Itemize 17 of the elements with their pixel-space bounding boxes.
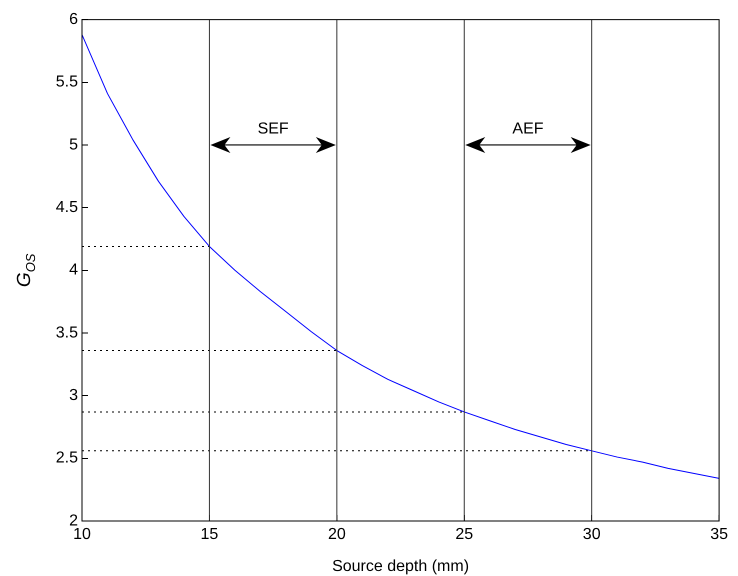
x-tick-label: 25 <box>455 526 474 544</box>
y-tick-label: 2.5 <box>56 450 78 467</box>
x-tick-label: 20 <box>328 526 346 544</box>
y-tick-label: 4.5 <box>56 199 78 216</box>
x-tick-label: 35 <box>710 526 728 544</box>
annotation: AEF <box>512 120 544 138</box>
x-axis-title: Source depth (mm) <box>332 558 470 575</box>
y-tick-label: 5 <box>69 136 78 154</box>
y-tick-label: 3.5 <box>56 324 78 342</box>
annotation: SEF <box>258 120 289 138</box>
x-tick-label: 30 <box>582 526 601 544</box>
y-tick-label: 4 <box>69 262 78 279</box>
y-tick-label: 3 <box>69 387 78 404</box>
y-axis-title: GOS <box>14 253 38 288</box>
y-tick-label: 6 <box>69 11 78 28</box>
y-tick-label: 5.5 <box>56 74 78 91</box>
x-tick-label: 15 <box>200 526 218 544</box>
